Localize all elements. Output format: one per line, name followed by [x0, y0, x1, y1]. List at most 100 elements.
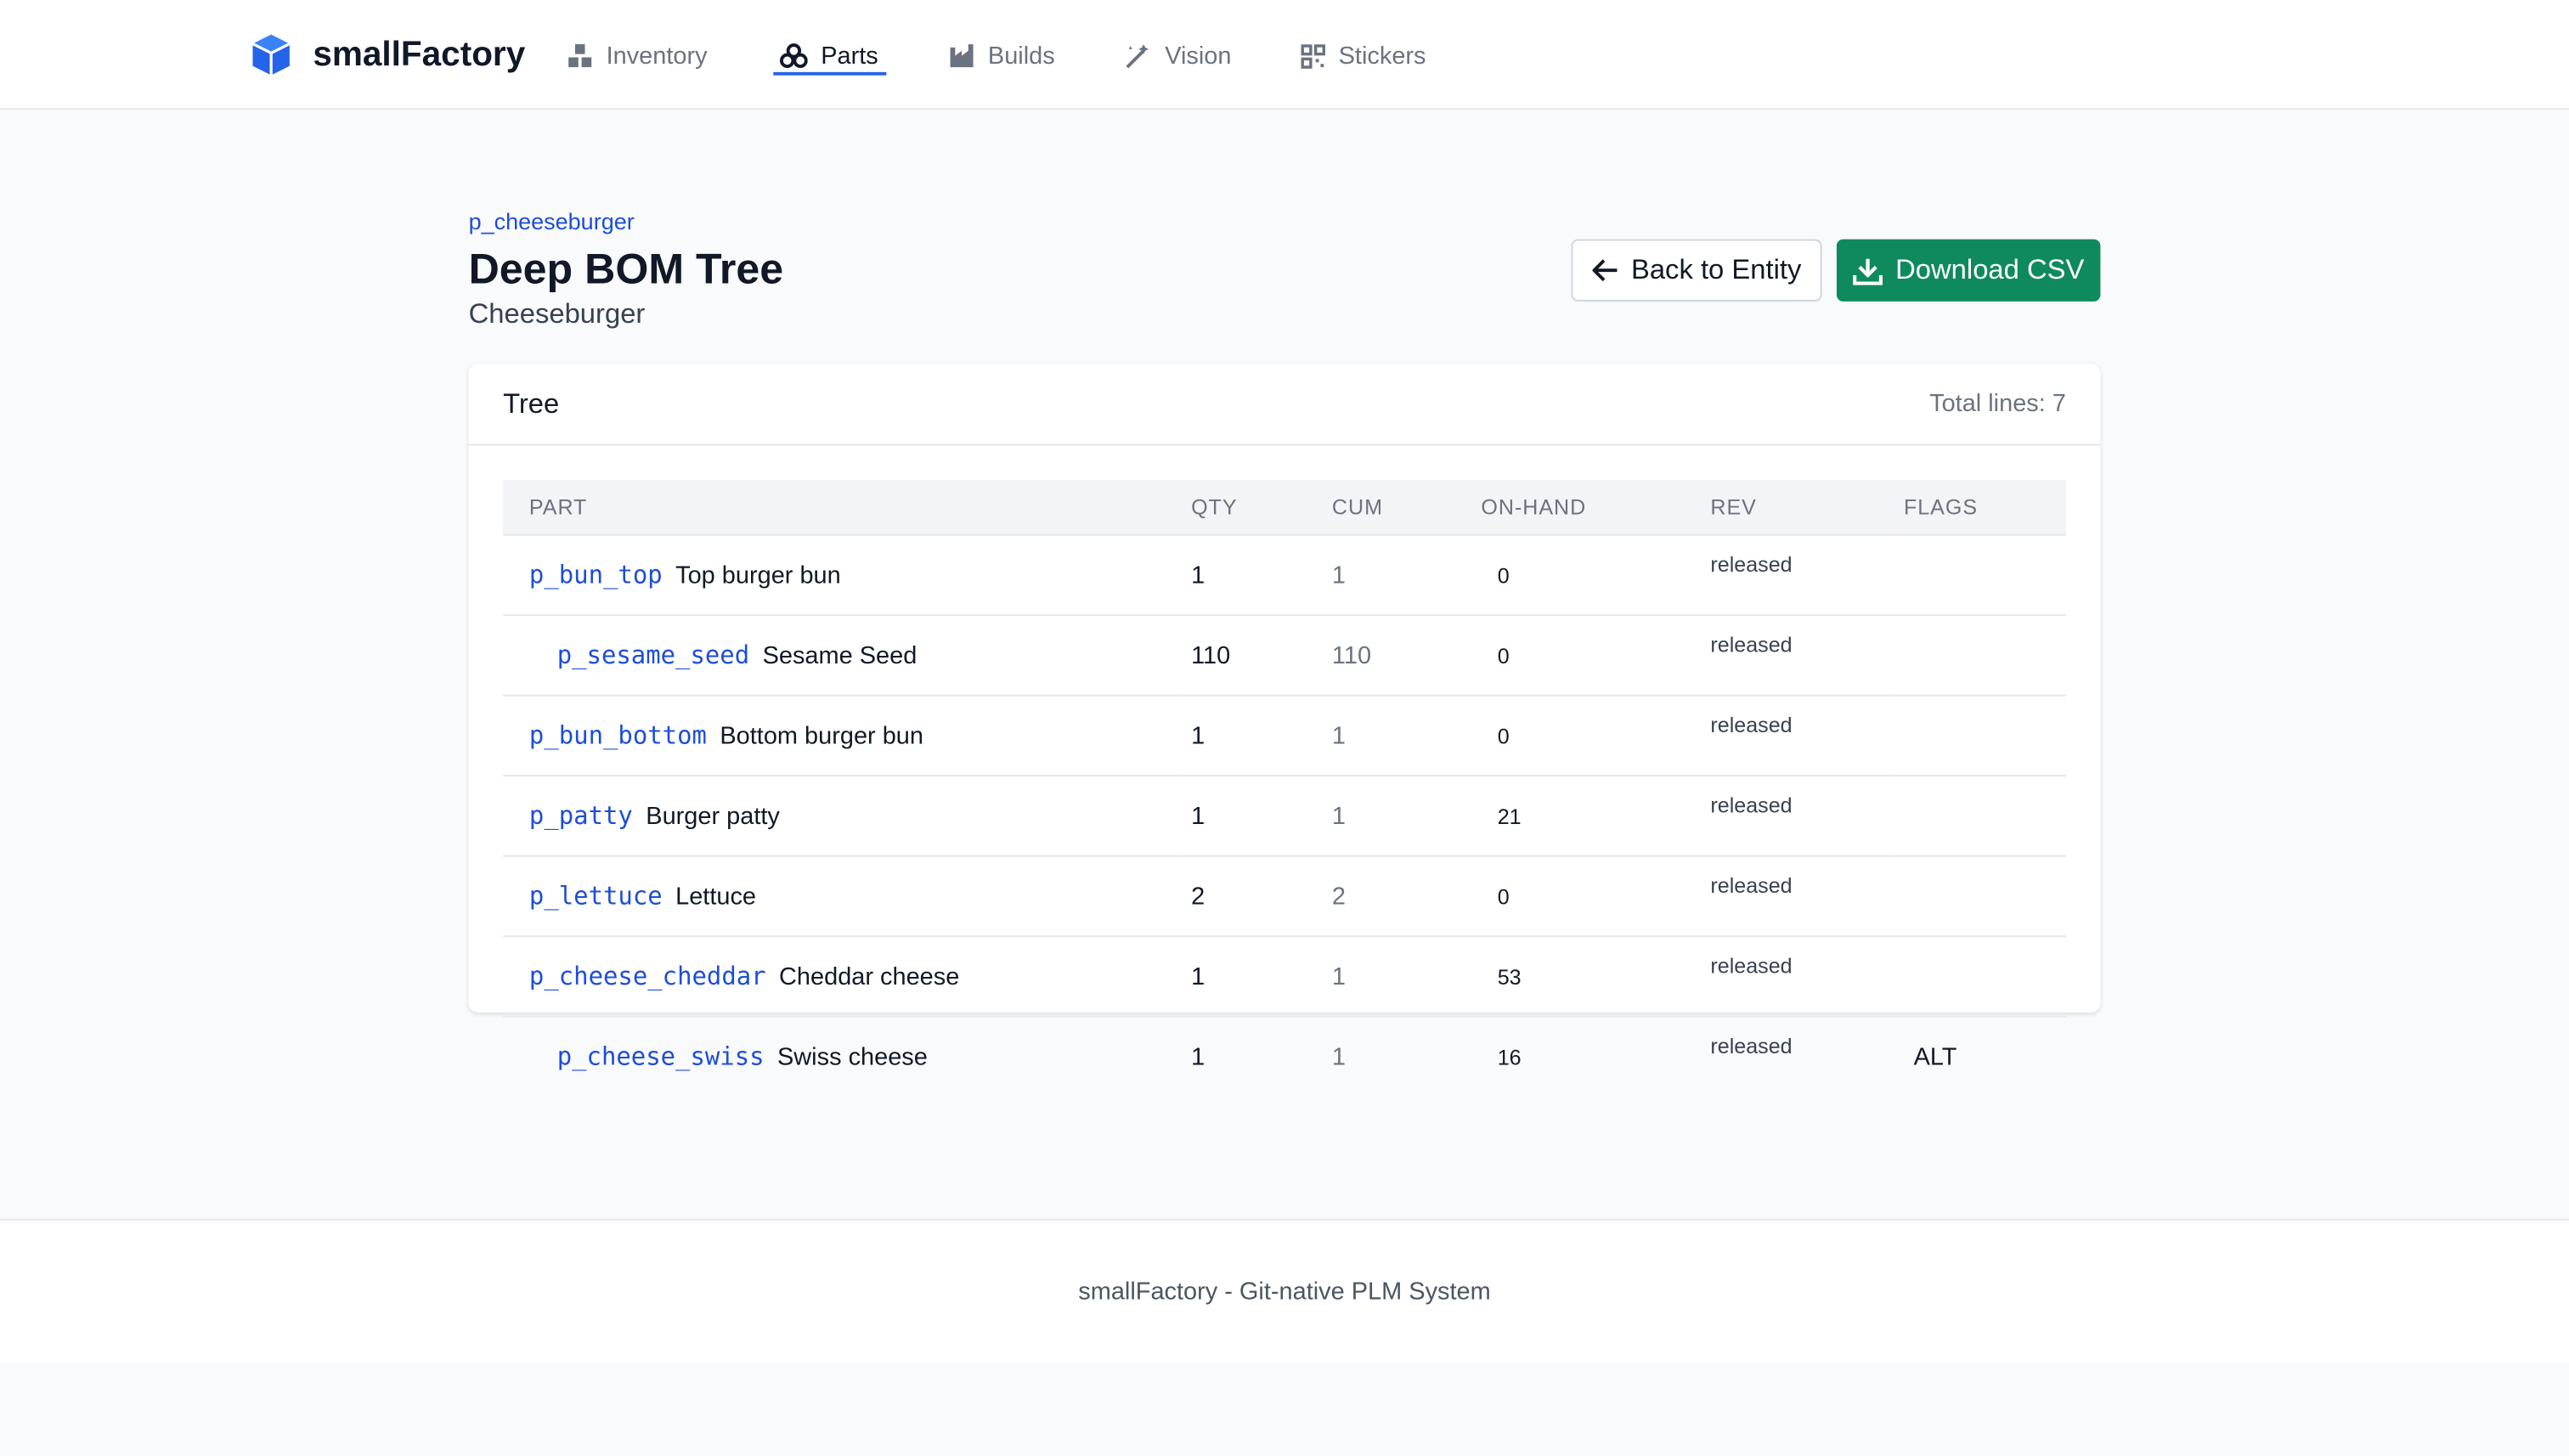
column-header: CUM — [1318, 480, 1468, 536]
flags — [1890, 695, 2066, 777]
rev: released — [1697, 936, 1891, 1018]
qty: 1 — [1177, 695, 1319, 777]
column-header: REV — [1697, 480, 1891, 536]
nav-parts[interactable]: Parts — [779, 39, 878, 72]
page-subtitle: Cheeseburger — [468, 297, 646, 330]
part-link[interactable]: p_cheese_cheddar — [528, 962, 766, 991]
page-title: Deep BOM Tree — [468, 244, 784, 294]
part-link[interactable]: p_bun_bottom — [528, 720, 707, 751]
on-hand: 0 — [1467, 615, 1697, 697]
bom-row: p_cheese_cheddar Cheddar cheese 1 1 53 releas… — [503, 936, 2066, 1018]
cum: 1 — [1331, 1042, 1347, 1071]
part-cell: p_lettuce Lettuce — [503, 855, 1178, 938]
qty: 1 — [1177, 534, 1319, 617]
flags — [1890, 855, 2066, 938]
button-label: Download CSV — [1895, 253, 2085, 285]
cum: 1 — [1318, 534, 1468, 617]
divider — [468, 443, 2101, 446]
footer: smallFactory - Git-native PLM System — [0, 1218, 2569, 1363]
logo-icon — [251, 34, 291, 76]
on-hand: 0 — [1467, 695, 1697, 777]
part-name: Lettuce — [675, 883, 757, 911]
active-underline — [773, 71, 887, 76]
qty: 1 — [1177, 936, 1319, 1018]
icon — [568, 44, 592, 68]
part-cell: p_bun_top Top burger bun — [503, 534, 1178, 617]
back-button[interactable]: Back to Entity — [1571, 239, 1822, 302]
tree-card: Tree Total lines: 7 PART QTY CUM ON-HAND REV… — [468, 364, 2101, 1071]
nav-label: Vision — [1165, 42, 1232, 70]
part-cell: p_cheese_swiss Swiss cheese — [503, 1017, 1178, 1097]
icon — [1852, 257, 1883, 285]
nav-label: Stickers — [1338, 42, 1426, 70]
cum: 2 — [1318, 855, 1468, 938]
bom-row: p_lettuce Lettuce 2 2 0 released — [503, 855, 2066, 938]
bom-row: p_bun_bottom Bottom burger bun 1 1 0 released — [503, 695, 2066, 777]
nav-label: Builds — [987, 42, 1055, 70]
card-title: Tree — [503, 388, 560, 420]
part-cell: p_cheese_cheddar Cheddar cheese — [503, 936, 1178, 1018]
rev: released — [1697, 776, 1891, 857]
column-header: ON-HAND — [1467, 480, 1697, 536]
part-link[interactable]: p_patty — [528, 801, 633, 831]
bom-row: p_bun_top Top burger bun 1 1 0 released — [503, 534, 2066, 617]
cum: 1 — [1318, 695, 1468, 777]
rev: released — [1697, 695, 1891, 777]
icon — [779, 43, 808, 69]
column-header: QTY — [1177, 480, 1319, 536]
on-hand: 21 — [1467, 776, 1697, 857]
part-name: Swiss cheese — [776, 1043, 928, 1072]
nav-label: Inventory — [606, 42, 708, 70]
part-name: Burger patty — [646, 802, 780, 831]
part-link[interactable]: p_cheese_swiss — [556, 1041, 765, 1072]
flags — [1890, 534, 2066, 617]
nav-stickers[interactable]: Stickers — [1301, 39, 1426, 72]
part-cell: p_patty Burger patty — [503, 776, 1178, 857]
qty: 2 — [1177, 855, 1319, 938]
column-header: PART — [503, 480, 1178, 536]
part-name: Top burger bun — [675, 562, 841, 590]
icon — [1591, 259, 1617, 282]
button-label: Back to Entity — [1630, 253, 1802, 285]
part-name: Cheddar cheese — [779, 962, 960, 991]
on-hand: 0 — [1467, 855, 1697, 938]
rev: released — [1697, 534, 1891, 617]
flags — [1890, 936, 2066, 1018]
brand-name: smallFactory — [313, 35, 526, 73]
on-hand: 0 — [1467, 534, 1697, 617]
icon — [950, 44, 974, 68]
part-name: Sesame Seed — [762, 641, 918, 670]
flags — [1890, 615, 2066, 697]
part-name: Bottom burger bun — [720, 722, 923, 751]
rev: released — [1697, 855, 1891, 938]
part-link[interactable]: p_lettuce — [528, 881, 663, 911]
nav-label: Parts — [821, 42, 878, 70]
top-bar: smallFactory Inventory Parts Builds Visi… — [0, 0, 2569, 110]
nav-vision[interactable]: Vision — [1124, 39, 1232, 72]
rev: released — [1697, 615, 1891, 697]
footer-text: smallFactory - Git-native PLM System — [1078, 1278, 1491, 1306]
flags — [1890, 776, 2066, 857]
cum: 110 — [1318, 615, 1468, 697]
cum: 1 — [1318, 936, 1468, 1018]
part-link[interactable]: p_bun_top — [528, 560, 663, 590]
qty: 1 — [1177, 776, 1319, 857]
cum: 1 — [1318, 776, 1468, 857]
column-header: FLAGS — [1890, 480, 2066, 536]
brand[interactable]: smallFactory — [249, 33, 525, 77]
on-hand: 16 — [1497, 1044, 1522, 1069]
bom-table: PART QTY CUM ON-HAND REV FLAGS p_bun_top Top b… — [503, 480, 2066, 1096]
part-link[interactable]: p_sesame_seed — [556, 641, 750, 670]
qty: 1 — [1191, 1042, 1205, 1071]
nav-inventory[interactable]: Inventory — [567, 39, 708, 72]
bom-row: p_patty Burger patty 1 1 21 released — [503, 776, 2066, 857]
flags: ALT — [1913, 1042, 1957, 1071]
nav-builds[interactable]: Builds — [949, 39, 1055, 72]
breadcrumb[interactable]: p_cheeseburger — [468, 207, 635, 234]
part-cell: p_bun_bottom Bottom burger bun — [503, 695, 1178, 777]
icon — [1301, 43, 1326, 68]
download-button[interactable]: Download CSV — [1836, 239, 2101, 302]
